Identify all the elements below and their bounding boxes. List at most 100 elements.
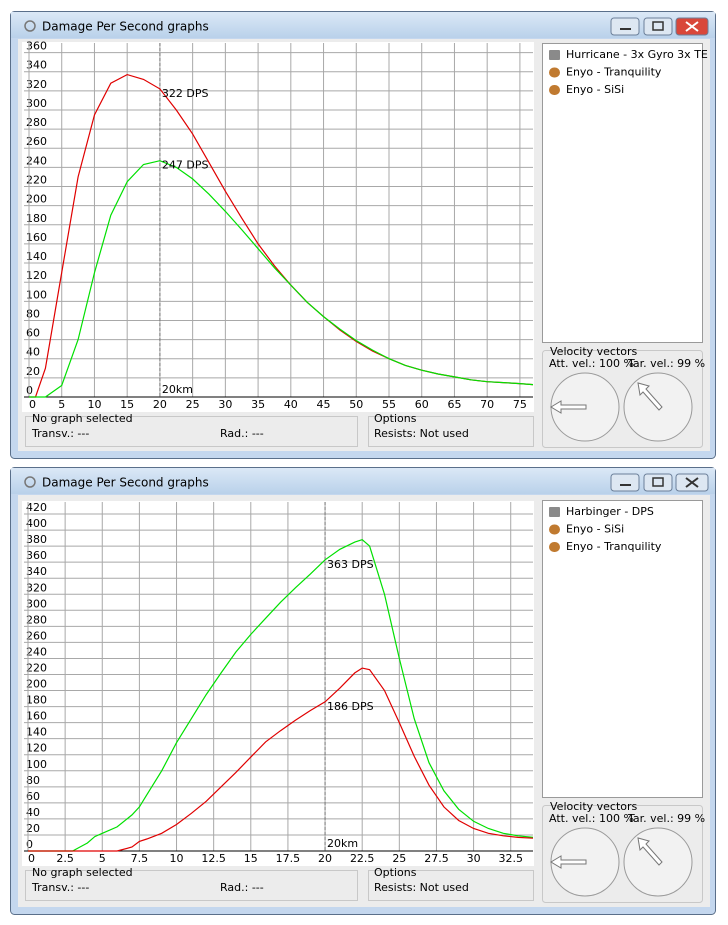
y-tick-label: 120: [26, 269, 47, 282]
target-arrow: [637, 837, 663, 866]
fit-name[interactable]: Enyo - SiSi: [566, 523, 624, 536]
y-tick-label: 260: [26, 135, 47, 148]
y-tick-label: 320: [26, 78, 47, 91]
close-glyph: [685, 21, 699, 32]
x-tick-label: 15: [244, 852, 258, 865]
y-tick-label: 200: [26, 193, 47, 206]
x-tick-label: 10: [170, 852, 184, 865]
y-tick-label: 280: [26, 116, 47, 129]
y-tick-label: 20: [26, 822, 40, 835]
dps-line: [29, 160, 534, 398]
fit-name[interactable]: Harbinger - DPS: [566, 505, 654, 518]
fit-name[interactable]: Hurricane - 3x Gyro 3x TE: [566, 48, 708, 61]
y-tick-label: 420: [26, 501, 47, 514]
velocity-title: Velocity vectors: [550, 800, 638, 813]
range-marker-label: 20km: [327, 837, 358, 850]
fit-icon: [549, 524, 560, 535]
attacker-arrow: [550, 855, 587, 869]
y-tick-label: 340: [26, 565, 47, 578]
y-tick-label: 240: [26, 645, 47, 658]
x-tick-label: 70: [480, 398, 494, 411]
y-tick-label: 160: [26, 710, 47, 723]
y-tick-label: 300: [26, 97, 47, 110]
window-title: Damage Per Second graphs: [42, 476, 209, 490]
y-tick-label: 200: [26, 678, 47, 691]
radial-status: Rad.: ---: [220, 427, 264, 440]
y-tick-label: 80: [26, 774, 40, 787]
selection-status: No graph selected: [32, 866, 133, 879]
x-tick-label: 27.5: [424, 852, 449, 865]
x-tick-label: 22.5: [350, 852, 375, 865]
transversal-status: Transv.: ---: [31, 881, 89, 894]
maximize-button[interactable]: [643, 473, 673, 492]
y-tick-label: 240: [26, 154, 47, 167]
maximize-glyph: [652, 21, 664, 31]
y-tick-label: 220: [26, 661, 47, 674]
x-tick-label: 25: [392, 852, 406, 865]
fit-icon: [549, 507, 560, 517]
target-velocity: Tar. vel.: 99 %: [627, 812, 705, 825]
x-tick-label: 17.5: [276, 852, 301, 865]
y-tick-label: 280: [26, 613, 47, 626]
y-tick-label: 340: [26, 59, 47, 72]
x-tick-label: 45: [317, 398, 331, 411]
fit-icon: [549, 85, 560, 95]
plot-area: [22, 42, 534, 412]
x-tick-label: 32.5: [498, 852, 523, 865]
minimize-button[interactable]: [610, 473, 640, 492]
y-tick-label: 0: [26, 838, 33, 851]
y-tick-label: 80: [26, 307, 40, 320]
options-panel: [368, 870, 534, 901]
fit-icon: [549, 50, 560, 60]
y-tick-label: 100: [26, 288, 47, 301]
dps-label: 363 DPS: [327, 558, 374, 571]
fit-name[interactable]: Enyo - Tranquility: [566, 540, 662, 553]
y-tick-label: 140: [26, 726, 47, 739]
dps-line: [28, 667, 534, 852]
y-tick-label: 260: [26, 629, 47, 642]
fit-name[interactable]: Enyo - SiSi: [566, 83, 624, 96]
x-tick-label: 2.5: [56, 852, 74, 865]
maximize-glyph: [652, 477, 664, 487]
velocity-title: Velocity vectors: [550, 345, 638, 358]
x-tick-label: 50: [349, 398, 363, 411]
x-tick-label: 0: [29, 398, 36, 411]
x-tick-label: 30: [218, 398, 232, 411]
y-tick-label: 60: [26, 327, 40, 340]
dps-line: [28, 539, 534, 852]
y-tick-label: 160: [26, 231, 47, 244]
window-icon: [24, 20, 36, 32]
fit-name[interactable]: Enyo - Tranquility: [566, 66, 662, 79]
y-tick-label: 380: [26, 533, 47, 546]
plot-area: [22, 501, 534, 866]
attacker-arrow: [550, 400, 587, 414]
fit-list: [542, 43, 703, 343]
x-tick-label: 75: [513, 398, 527, 411]
y-tick-label: 180: [26, 212, 47, 225]
target-arrow: [637, 382, 663, 411]
dps-label: 322 DPS: [162, 87, 209, 100]
x-tick-label: 55: [382, 398, 396, 411]
range-marker-label: 20km: [162, 383, 193, 396]
y-tick-label: 360: [26, 549, 47, 562]
transversal-status: Transv.: ---: [31, 427, 89, 440]
minimize-button[interactable]: [610, 17, 640, 36]
y-tick-label: 140: [26, 250, 47, 263]
maximize-button[interactable]: [643, 17, 673, 36]
y-tick-label: 300: [26, 597, 47, 610]
window-title: Damage Per Second graphs: [42, 20, 209, 34]
resists-option: Resists: Not used: [374, 881, 469, 894]
y-tick-label: 100: [26, 758, 47, 771]
x-tick-label: 10: [87, 398, 101, 411]
attacker-velocity: Att. vel.: 100 %: [549, 357, 634, 370]
resists-option: Resists: Not used: [374, 427, 469, 440]
status-panel: [25, 416, 358, 447]
x-tick-label: 65: [447, 398, 461, 411]
x-tick-label: 0: [28, 852, 35, 865]
y-tick-label: 220: [26, 174, 47, 187]
window-icon: [24, 476, 36, 488]
y-tick-label: 320: [26, 581, 47, 594]
y-tick-label: 40: [26, 806, 40, 819]
x-tick-label: 30: [467, 852, 481, 865]
